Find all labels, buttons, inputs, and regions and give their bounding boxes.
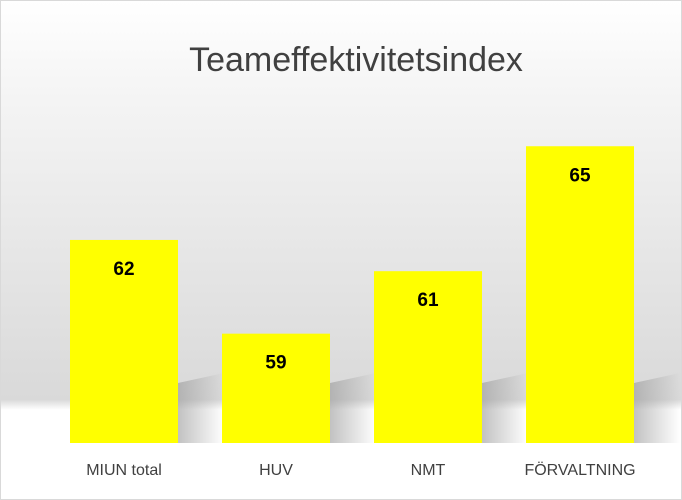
chart-title: Teameffektivitetsindex — [189, 41, 523, 79]
x-tick-label: FÖRVALTNING — [524, 461, 635, 479]
bar — [70, 239, 178, 443]
data-label: 59 — [265, 353, 286, 374]
data-label: 61 — [417, 290, 439, 311]
bar-shadow — [330, 373, 376, 443]
x-tick-label: HUV — [259, 462, 293, 479]
bar — [222, 333, 330, 443]
x-tick-label: MIUN total — [86, 462, 162, 479]
bar-shadow — [482, 373, 528, 443]
data-label: 62 — [113, 259, 134, 280]
data-label: 65 — [569, 165, 591, 186]
bar-shadow — [634, 373, 680, 443]
x-tick-label: NMT — [411, 462, 446, 479]
bar — [526, 146, 634, 443]
bar-shadow — [178, 373, 224, 443]
bar — [374, 271, 482, 443]
